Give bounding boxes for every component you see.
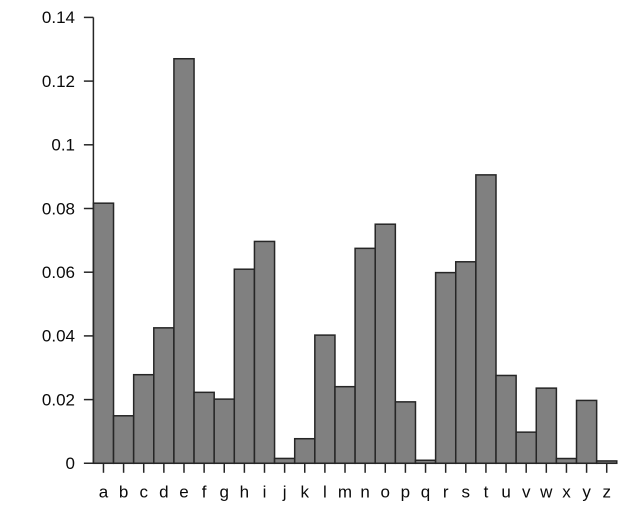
svg-text:f: f xyxy=(202,483,207,502)
svg-text:x: x xyxy=(562,483,571,502)
svg-text:b: b xyxy=(119,483,128,502)
svg-text:w: w xyxy=(539,483,553,502)
svg-text:n: n xyxy=(360,483,369,502)
svg-text:m: m xyxy=(338,483,352,502)
svg-text:g: g xyxy=(220,483,229,502)
svg-text:0.08: 0.08 xyxy=(42,199,75,218)
svg-text:r: r xyxy=(443,483,449,502)
svg-text:0.02: 0.02 xyxy=(42,390,75,409)
svg-text:s: s xyxy=(462,483,471,502)
svg-text:v: v xyxy=(522,483,531,502)
svg-text:u: u xyxy=(501,483,510,502)
svg-text:p: p xyxy=(401,483,410,502)
svg-text:l: l xyxy=(323,483,327,502)
svg-text:k: k xyxy=(301,483,310,502)
svg-text:0.1: 0.1 xyxy=(51,136,75,155)
svg-text:0: 0 xyxy=(66,454,75,473)
svg-text:0.14: 0.14 xyxy=(42,8,75,27)
svg-text:z: z xyxy=(602,483,611,502)
svg-text:t: t xyxy=(484,483,489,502)
svg-text:h: h xyxy=(240,483,249,502)
svg-text:0.04: 0.04 xyxy=(42,327,75,346)
svg-text:q: q xyxy=(421,483,430,502)
svg-text:y: y xyxy=(582,483,591,502)
svg-text:a: a xyxy=(99,483,109,502)
svg-text:0.06: 0.06 xyxy=(42,263,75,282)
svg-text:0.12: 0.12 xyxy=(42,72,75,91)
svg-text:j: j xyxy=(282,483,287,502)
svg-text:d: d xyxy=(159,483,168,502)
svg-text:c: c xyxy=(139,483,148,502)
svg-text:o: o xyxy=(381,483,390,502)
svg-text:e: e xyxy=(179,483,188,502)
svg-text:i: i xyxy=(263,483,267,502)
